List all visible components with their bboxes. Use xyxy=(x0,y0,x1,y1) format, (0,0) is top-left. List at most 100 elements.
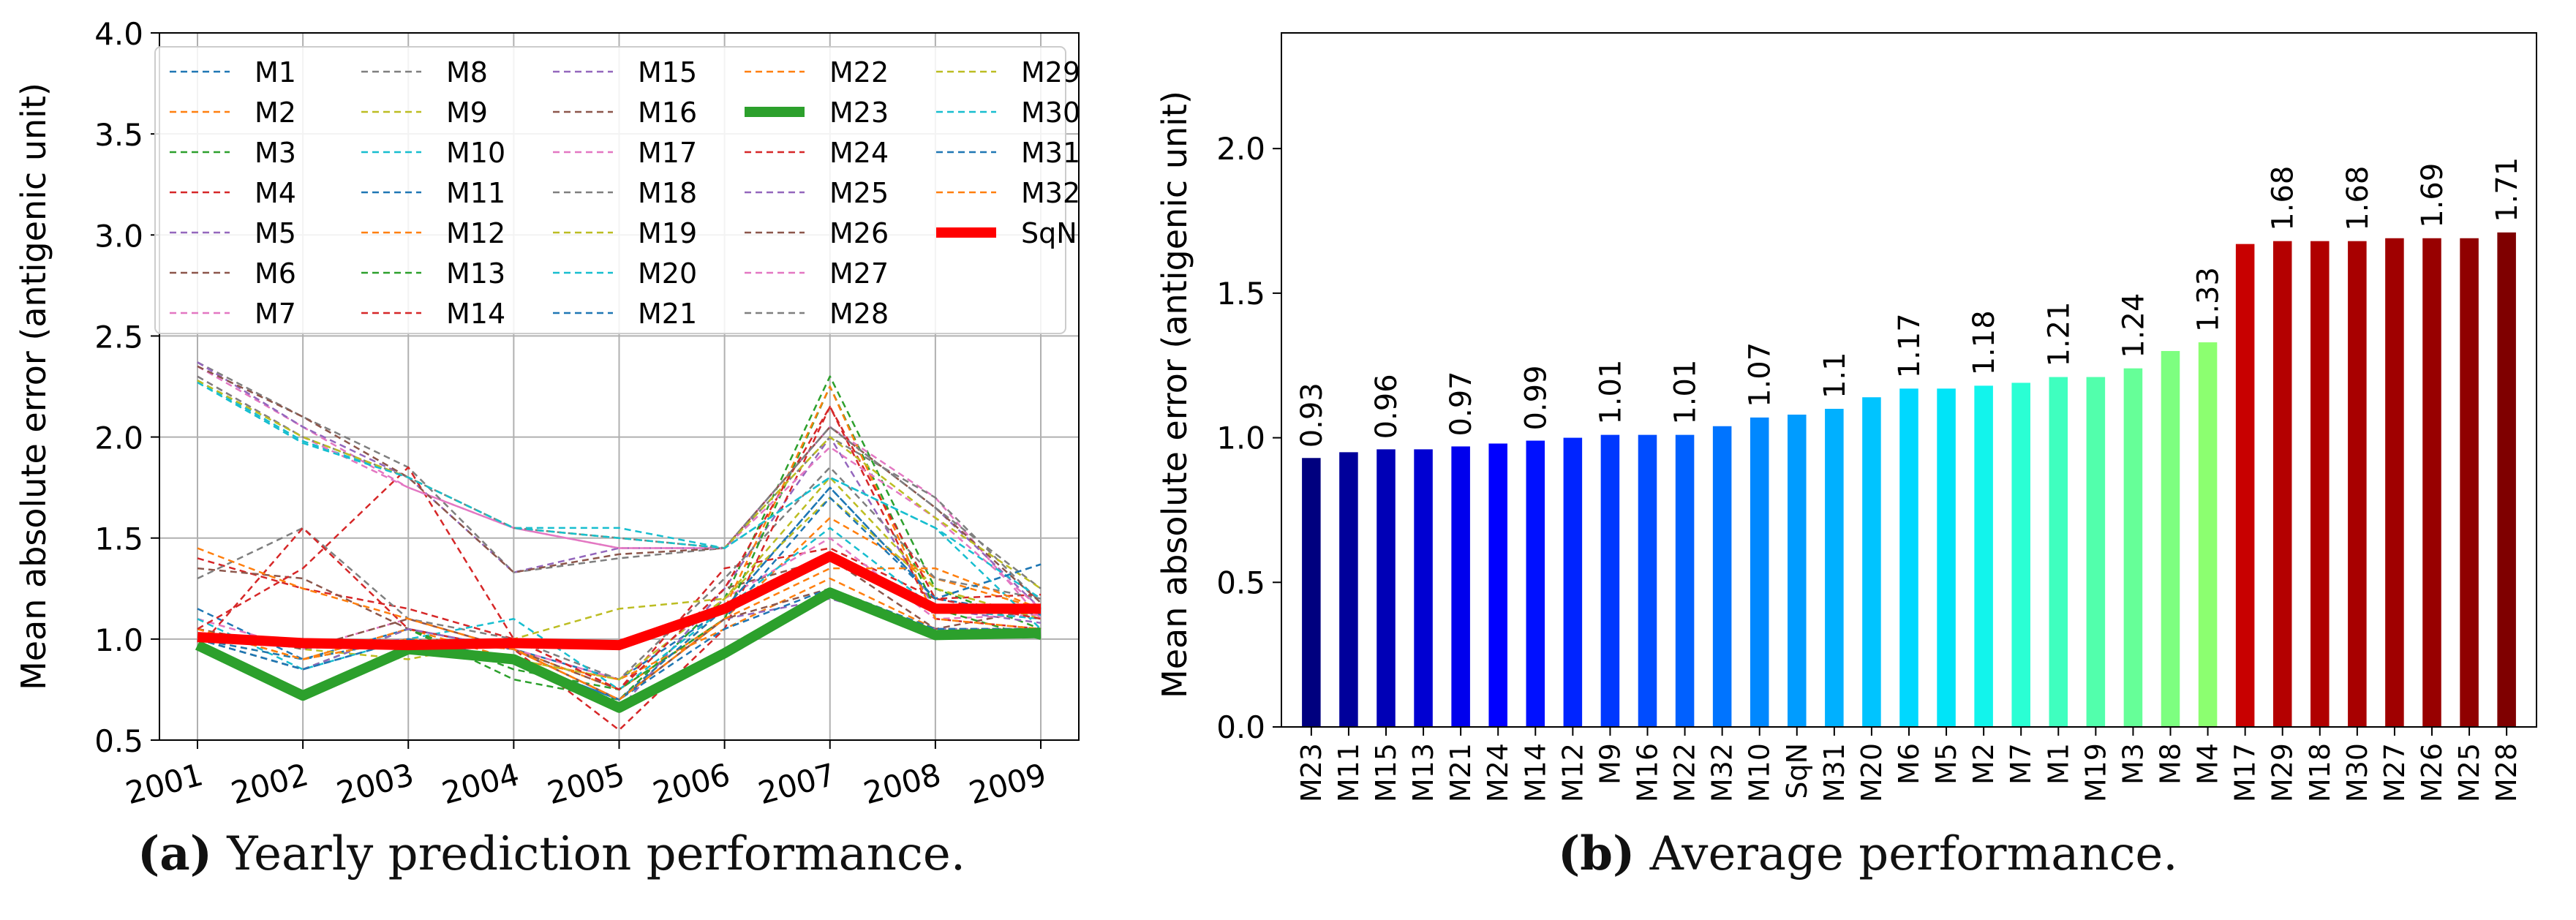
legend-box xyxy=(154,46,1066,334)
bar-m9 xyxy=(1600,434,1620,727)
x-tick-label-m18: M18 xyxy=(2304,743,2336,802)
x-tick-label-m1: M1 xyxy=(2042,743,2074,785)
x-tick-label-m30: M30 xyxy=(2341,743,2373,802)
bar-m7 xyxy=(2011,382,2030,727)
x-tick-label-m11: M11 xyxy=(1333,743,1365,802)
series-line-m30 xyxy=(197,381,1042,600)
legend-label-m16: M16 xyxy=(638,97,697,129)
x-tick-label-m10: M10 xyxy=(1744,743,1776,802)
legend-label-m19: M19 xyxy=(638,217,697,249)
series-line-sqn xyxy=(197,551,1041,651)
x-tick-label-m31: M31 xyxy=(1818,743,1850,802)
series-line-m32 xyxy=(197,547,1042,701)
x-tick-label: 2006 xyxy=(649,756,734,811)
legend-label-m31: M31 xyxy=(1021,137,1080,169)
bar-m2 xyxy=(1974,385,1993,727)
value-label-m2: 1.18 xyxy=(1967,310,2001,375)
x-tick-label-m29: M29 xyxy=(2267,743,2299,802)
legend-label-m14: M14 xyxy=(446,298,505,330)
legend-label-sqn: SqN xyxy=(1021,217,1077,249)
value-label-m28: 1.71 xyxy=(2490,157,2524,222)
x-tick-label: 2008 xyxy=(860,756,945,811)
bar-m5 xyxy=(1937,388,1956,727)
bar-m24 xyxy=(1488,443,1507,727)
y-tick-label: 0.5 xyxy=(1216,565,1265,600)
x-tick-label-m22: M22 xyxy=(1669,743,1701,802)
x-tick-label: 2009 xyxy=(965,756,1050,811)
bar-chart-panel: 0.0 0.5 1.0 1.5 2.0 M23 M11 M15 M13 M21 M24 M14 M12… xyxy=(1155,32,2537,802)
series-line-m27 xyxy=(197,375,1042,610)
value-label-m22: 1.01 xyxy=(1669,360,1703,425)
bar-m6 xyxy=(1899,388,1918,727)
bar-m32 xyxy=(1712,426,1732,727)
line-chart-y-ticks: 0.5 1.0 1.5 2.0 2.5 3.0 3.5 4.0 xyxy=(94,16,159,759)
legend-label-m17: M17 xyxy=(638,137,697,169)
caption-a: (a) Yearly prediction performance. xyxy=(138,826,965,892)
value-label-m31: 1.1 xyxy=(1818,352,1852,399)
line-chart-x-ticks: 2001 2002 2003 2004 2005 2006 2007 2008 2009 xyxy=(122,740,1050,811)
y-tick-label: 3.5 xyxy=(94,117,143,153)
bar-m17 xyxy=(2235,244,2255,727)
y-tick-label: 1.0 xyxy=(1216,421,1265,456)
x-tick-label-m28: M28 xyxy=(2490,743,2523,802)
bar-m16 xyxy=(1638,434,1657,727)
x-tick-label: 2003 xyxy=(333,756,418,811)
series-line-m20 xyxy=(197,380,1042,630)
y-tick-label: 4.0 xyxy=(94,16,143,52)
x-tick-label: 2001 xyxy=(122,756,207,811)
value-label-m26: 1.69 xyxy=(2416,163,2449,228)
series-line-m12 xyxy=(197,577,1041,681)
bar-m19 xyxy=(2086,377,2106,727)
bar-m8 xyxy=(2161,350,2180,727)
bar-chart-value-labels: 0.93 0.96 0.97 0.99 1.01 1.01 1.07 1.1 1.17 1.18 1… xyxy=(1295,157,2524,448)
legend-label-m28: M28 xyxy=(829,298,889,330)
bar-m22 xyxy=(1675,434,1695,727)
x-tick-label: 2005 xyxy=(543,756,628,811)
x-tick-label-m26: M26 xyxy=(2416,743,2448,802)
x-tick-label-m17: M17 xyxy=(2229,743,2261,802)
legend-label-m22: M22 xyxy=(829,56,889,88)
value-label-m29: 1.68 xyxy=(2267,166,2300,231)
x-tick-label-m8: M8 xyxy=(2155,743,2187,785)
bar-m28 xyxy=(2497,232,2516,727)
bar-m14 xyxy=(1526,440,1545,727)
legend-label-m20: M20 xyxy=(638,257,697,290)
legend-label-m29: M29 xyxy=(1021,56,1080,88)
legend-label-m5: M5 xyxy=(255,217,296,249)
series-line-m14 xyxy=(197,405,1042,731)
bar-m1 xyxy=(2049,377,2068,727)
caption-b-text: Average performance. xyxy=(1635,827,2178,881)
value-label-m10: 1.07 xyxy=(1744,342,1777,407)
legend-label-m25: M25 xyxy=(829,177,889,209)
bar-m20 xyxy=(1862,397,1881,727)
line-chart-series xyxy=(195,361,1042,731)
y-tick-label: 3.0 xyxy=(94,218,143,254)
bar-m26 xyxy=(2422,238,2441,727)
x-tick-label: 2004 xyxy=(438,756,523,811)
x-tick-label-m20: M20 xyxy=(1856,743,1888,802)
legend-label-m26: M26 xyxy=(829,217,889,249)
series-line-m23 xyxy=(195,587,1042,713)
caption-b: (b) Average performance. xyxy=(1558,826,2178,892)
y-tick-label: 1.5 xyxy=(94,521,143,557)
y-tick-label: 2.0 xyxy=(94,421,143,456)
bar-m21 xyxy=(1451,446,1470,727)
value-label-m23: 0.93 xyxy=(1295,382,1329,448)
x-tick-label-m15: M15 xyxy=(1370,743,1402,802)
legend-label-m2: M2 xyxy=(255,97,296,129)
legend-label-m11: M11 xyxy=(446,177,505,209)
bar-m13 xyxy=(1414,449,1433,727)
y-tick-label: 0.0 xyxy=(1216,709,1265,745)
line-chart-legend: M1 M2 M3 M4 M5 M6 M7 M8 M9 M10 M11 M12 M13 M14 M15 M16 M… xyxy=(154,46,1080,334)
y-tick-label: 0.5 xyxy=(94,723,143,759)
value-label-m14: 0.99 xyxy=(1519,365,1553,430)
legend-label-m8: M8 xyxy=(446,56,488,88)
bar-m10 xyxy=(1750,417,1769,727)
y-tick-label: 1.5 xyxy=(1216,276,1265,312)
value-label-m21: 0.97 xyxy=(1445,371,1478,436)
legend-label-m27: M27 xyxy=(829,257,889,290)
legend-label-m24: M24 xyxy=(829,137,889,169)
bar-m25 xyxy=(2460,238,2479,727)
y-tick-label: 1.0 xyxy=(94,622,143,658)
